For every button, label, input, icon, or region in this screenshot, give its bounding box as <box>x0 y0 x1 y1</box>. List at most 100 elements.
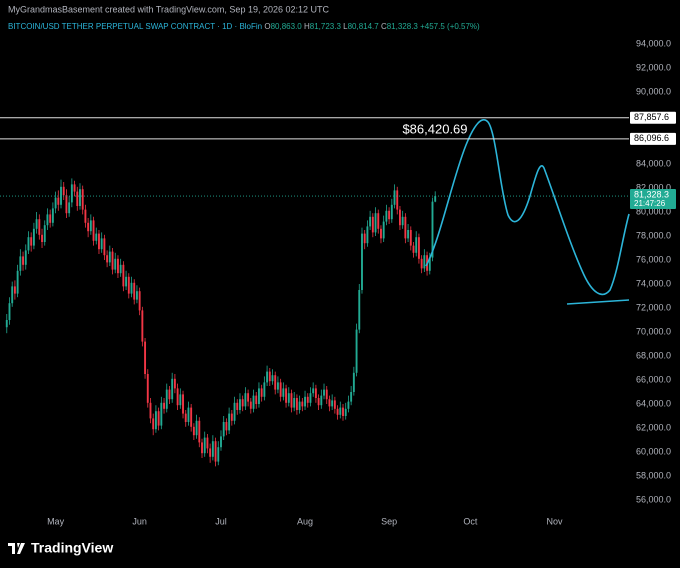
x-tick-label: Jul <box>215 516 227 526</box>
candle-body <box>184 413 187 422</box>
legend-value: 81,328.3 <box>387 22 419 31</box>
candle-body <box>401 216 404 226</box>
candle-body <box>222 422 225 437</box>
candle-body <box>11 286 14 304</box>
candle-body <box>30 237 33 246</box>
candle-body <box>70 184 73 203</box>
y-tick-label: 72,000.0 <box>636 302 671 312</box>
candle-body <box>68 202 71 214</box>
candle-body <box>127 276 130 294</box>
y-tick-label: 56,000.0 <box>636 494 671 504</box>
y-tick-label: 76,000.0 <box>636 254 671 264</box>
candle-body <box>328 399 331 407</box>
candle-body <box>211 441 214 457</box>
candle-body <box>366 226 369 244</box>
candle-body <box>133 282 136 300</box>
candle-body <box>285 388 288 403</box>
legend-value: 80,863.0 <box>271 22 303 31</box>
candle-body <box>95 233 98 241</box>
candle-body <box>423 255 426 269</box>
y-tick-label: 60,000.0 <box>636 446 671 456</box>
candle-body <box>304 396 306 407</box>
last-price-tag <box>630 189 676 210</box>
last-price-label: 81,328.3 <box>634 189 669 199</box>
candle-body <box>195 420 198 436</box>
legend-key: L <box>343 22 348 31</box>
y-tick-label: 90,000.0 <box>636 86 671 96</box>
price-annotation: $86,420.69 <box>402 121 467 136</box>
legend-change: +457.5 (+0.57%) <box>420 22 480 31</box>
candle-body <box>41 234 43 242</box>
candle-body <box>420 258 423 269</box>
price-tag <box>630 132 676 145</box>
legend-line: BITCOIN/USD TETHER PERPETUAL SWAP CONTRA… <box>8 22 480 31</box>
candle-body <box>260 388 263 397</box>
candle-body <box>163 402 165 409</box>
candle-body <box>217 447 220 462</box>
candle-body <box>409 230 412 246</box>
candle-body <box>239 399 241 410</box>
candle-body <box>309 393 312 403</box>
candle-body <box>8 303 11 320</box>
candle-body <box>396 190 399 210</box>
candle-body <box>13 286 16 294</box>
symbol: BITCOIN/USD TETHER PERPETUAL SWAP CONTRA… <box>8 22 262 31</box>
candle-body <box>157 411 160 426</box>
candle-body <box>323 389 325 396</box>
countdown: 21:47:26 <box>634 199 666 208</box>
x-tick-label: Aug <box>297 516 313 526</box>
y-tick-label: 64,000.0 <box>636 398 671 408</box>
candle-body <box>98 233 100 250</box>
candle-body <box>271 375 274 382</box>
candle-body <box>371 216 374 233</box>
candle-body <box>57 197 60 205</box>
candle-body <box>339 407 342 415</box>
candle-body <box>114 258 117 270</box>
candle-body <box>160 402 163 426</box>
plot-area <box>5 178 437 467</box>
candle-body <box>412 245 415 253</box>
candle-body <box>369 216 372 227</box>
candle-body <box>35 219 38 229</box>
candle-body <box>141 310 144 342</box>
legend-value: 81,723.3 <box>310 22 342 31</box>
candle-body <box>407 230 410 239</box>
candle-body <box>374 213 377 233</box>
candle-body <box>27 237 30 251</box>
candle-body <box>266 371 269 383</box>
candle-body <box>333 400 336 409</box>
legend-key: C <box>381 22 387 31</box>
candle-body <box>135 291 138 300</box>
candle-body <box>106 255 109 263</box>
y-tick-label: 92,000.0 <box>636 62 671 72</box>
candle-body <box>192 426 195 436</box>
candle-body <box>331 400 334 407</box>
y-tick-label: 62,000.0 <box>636 422 671 432</box>
candle-body <box>165 389 168 409</box>
candle-body <box>51 208 54 223</box>
candle-body <box>249 401 252 409</box>
candle-body <box>263 382 266 397</box>
candle-body <box>108 251 111 263</box>
candle-body <box>46 214 49 226</box>
candle-body <box>43 225 46 242</box>
candle-body <box>336 408 339 415</box>
candle-body <box>187 407 190 422</box>
candle-body <box>314 388 317 398</box>
candle-body <box>361 233 363 290</box>
candle-body <box>54 197 57 209</box>
candle-body <box>152 418 155 430</box>
candle-body <box>62 186 65 196</box>
candle-body <box>244 393 247 407</box>
candle-body <box>295 398 298 410</box>
candle-body <box>179 394 182 406</box>
legend-value: 80,814.7 <box>348 22 380 31</box>
candle-body <box>111 251 114 270</box>
candle-body <box>252 395 255 409</box>
candle-body <box>390 204 393 220</box>
candle-body <box>344 408 347 416</box>
candle-body <box>298 401 301 410</box>
candle-body <box>201 442 203 454</box>
candle-body <box>117 258 119 274</box>
y-tick-label: 78,000.0 <box>636 230 671 240</box>
